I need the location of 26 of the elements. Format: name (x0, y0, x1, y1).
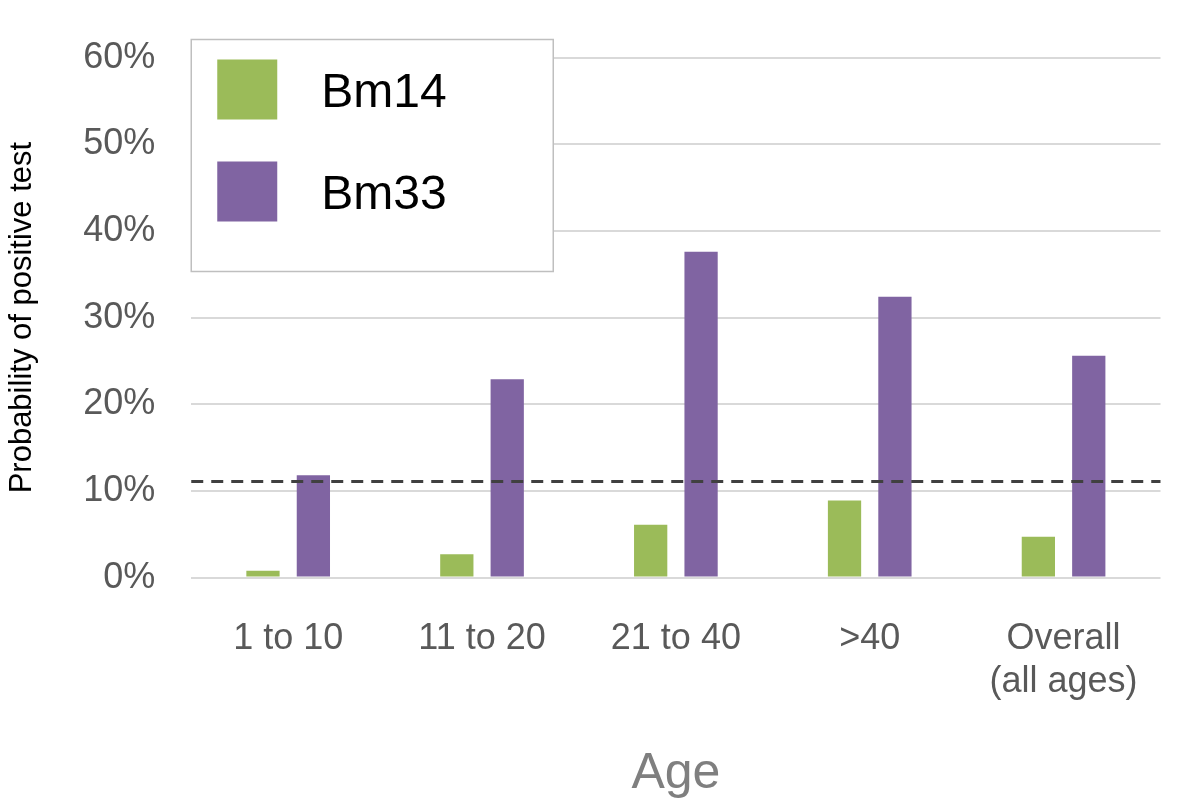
x-tick-label: 11 to 20 (418, 616, 546, 658)
x-tick-label: 1 to 10 (233, 616, 344, 658)
legend-label: Bm33 (321, 165, 447, 219)
bar (1072, 355, 1106, 577)
y-tick-label: 50% (83, 121, 156, 163)
bar (246, 570, 280, 577)
legend-label: Bm14 (321, 63, 447, 117)
bar (684, 251, 718, 577)
x-axis-title: Age (631, 742, 721, 799)
x-tick-label: >40 (839, 616, 901, 658)
y-tick-label: 0% (103, 554, 156, 596)
y-tick-label: 20% (83, 381, 156, 423)
bar (1021, 536, 1055, 577)
y-tick-label: 60% (83, 34, 156, 76)
y-tick-label: 30% (83, 294, 156, 336)
y-axis-title: Probability of positive test (3, 141, 39, 494)
bar (878, 296, 912, 577)
x-tick-label: 21 to 40 (610, 616, 741, 658)
x-tick-label: Overall (all ages) (989, 616, 1138, 701)
y-tick-label: 10% (83, 467, 156, 509)
bar (440, 554, 474, 577)
bar (827, 500, 862, 577)
bar (296, 475, 331, 577)
y-tick-label: 40% (83, 207, 156, 249)
bar (490, 379, 524, 577)
bar (634, 524, 668, 577)
